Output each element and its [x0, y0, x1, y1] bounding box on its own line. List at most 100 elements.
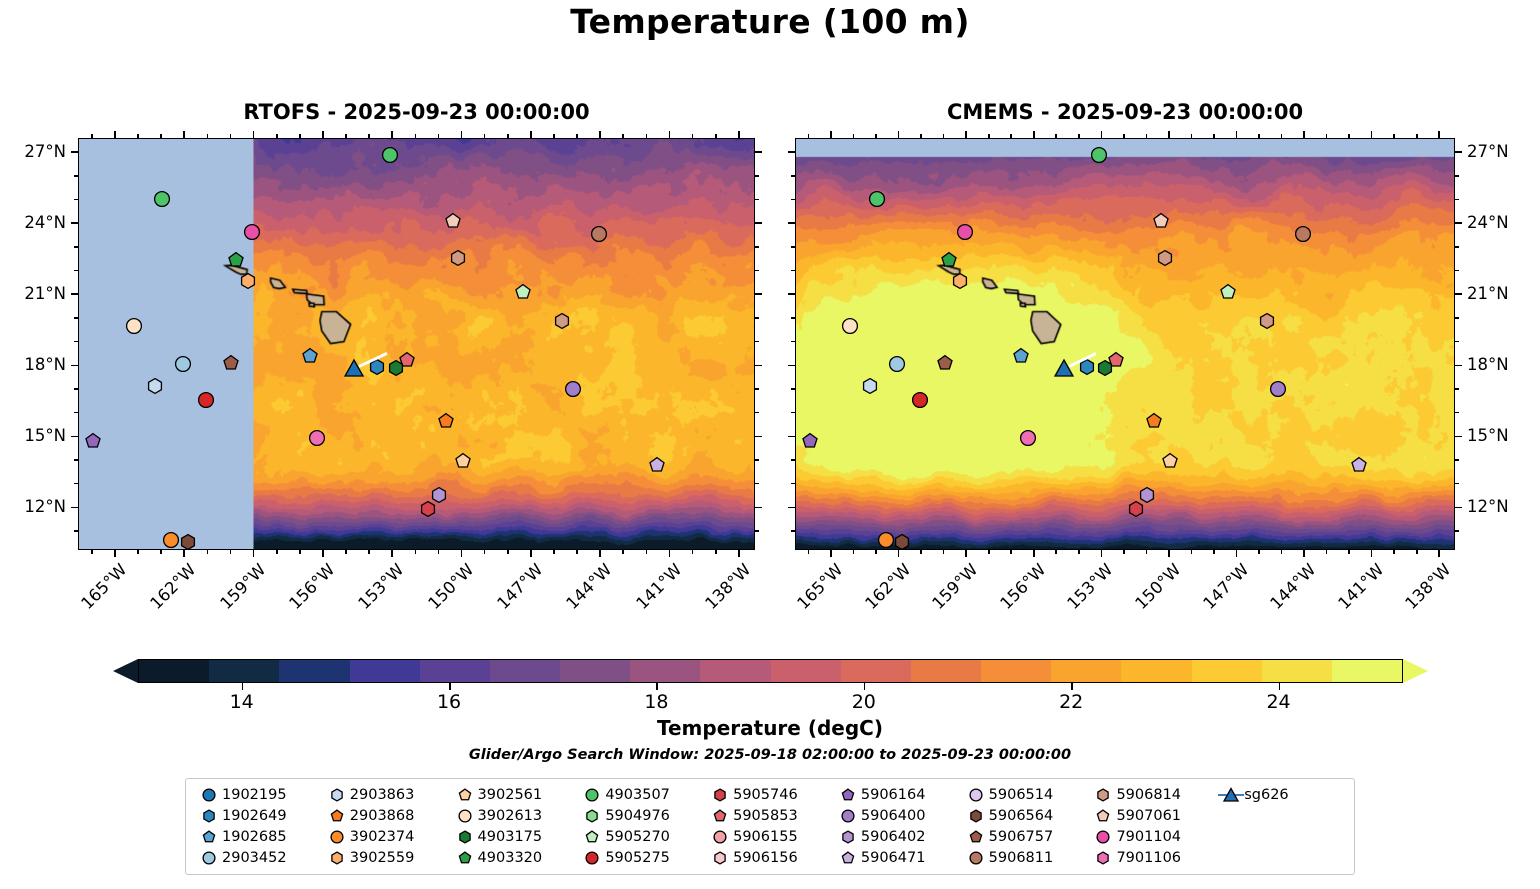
map-marker-5906402[interactable] [431, 486, 448, 507]
map-marker-5906814b[interactable] [553, 312, 570, 333]
map-marker-3902613[interactable] [126, 318, 143, 339]
map-marker-3902613[interactable] [841, 318, 859, 339]
legend-item-7901104[interactable]: 7901104 [1090, 827, 1218, 846]
map-marker-5906400[interactable] [1269, 381, 1287, 402]
legend-item-5907061[interactable]: 5907061 [1090, 806, 1218, 825]
map-marker-2903452[interactable] [889, 356, 906, 377]
legend-item-1902649[interactable]: 1902649 [196, 806, 324, 825]
legend-item-4903175[interactable]: 4903175 [452, 827, 580, 846]
map-marker-4903320[interactable] [941, 251, 958, 273]
map-marker-5907061[interactable] [445, 212, 462, 234]
map-marker-4903175[interactable] [1096, 359, 1113, 380]
map-marker-5907061[interactable] [1152, 212, 1169, 234]
legend-item-4903320[interactable]: 4903320 [452, 848, 580, 867]
map-marker-4903507b[interactable] [869, 190, 886, 211]
legend-item-5905853[interactable]: 5905853 [707, 806, 835, 825]
map-marker-3902374[interactable] [878, 531, 895, 549]
map-marker-1902685[interactable] [1013, 347, 1030, 369]
map-marker-5905275[interactable] [911, 391, 928, 412]
map-marker-5905853[interactable] [399, 351, 416, 372]
map-marker-5905275[interactable] [198, 391, 215, 412]
map-marker-3902559[interactable] [239, 273, 256, 294]
legend-item-5906400[interactable]: 5906400 [835, 806, 963, 825]
map-marker-7901106[interactable] [308, 429, 326, 450]
map-marker-5905270[interactable] [1220, 283, 1237, 305]
map-marker-3902559[interactable] [952, 273, 969, 294]
map-marker-5906814[interactable] [449, 249, 466, 270]
map-marker-7901106[interactable] [1019, 429, 1037, 450]
legend-item-sg626[interactable]: sg626 [1218, 785, 1346, 804]
legend-item-3902561[interactable]: 3902561 [452, 785, 580, 804]
legend-item-5906402[interactable]: 5906402 [835, 827, 963, 846]
colorbar[interactable] [113, 659, 1428, 683]
legend-item-1902685[interactable]: 1902685 [196, 827, 324, 846]
legend-item-3902374[interactable]: 3902374 [324, 827, 452, 846]
legend-item-5906514[interactable]: 5906514 [963, 785, 1091, 804]
map-marker-5906757[interactable] [936, 354, 953, 376]
map-marker-2903863[interactable] [147, 377, 164, 398]
map-marker-4903507[interactable] [1090, 146, 1108, 167]
map-marker-4903175[interactable] [387, 359, 404, 380]
map-marker-sg626[interactable] [343, 358, 365, 381]
map-marker-5906402[interactable] [1139, 486, 1156, 507]
map-marker-7901104[interactable] [956, 223, 973, 244]
map-marker-sg626[interactable] [1053, 358, 1075, 381]
map-marker-3902374[interactable] [163, 531, 180, 549]
map-marker-4903507b[interactable] [154, 190, 171, 211]
map-marker-5906400[interactable] [565, 381, 582, 402]
legend[interactable]: 1902195 1902649 1902685 2903452 2903863 29038… [185, 778, 1355, 875]
legend-label: 5906155 [733, 828, 798, 845]
map-marker-5905746[interactable] [419, 500, 436, 521]
map-marker-5906814[interactable] [1157, 249, 1174, 270]
map-marker-2903868[interactable] [438, 412, 455, 434]
y-tick-major-right [755, 435, 762, 438]
map-marker-5907061b[interactable] [454, 453, 471, 474]
map-marker-7901104[interactable] [244, 223, 261, 244]
legend-item-5906155[interactable]: 5906155 [707, 827, 835, 846]
legend-item-1902195[interactable]: 1902195 [196, 785, 324, 804]
legend-item-5906564[interactable]: 5906564 [963, 806, 1091, 825]
map-marker-5906471[interactable] [648, 456, 665, 477]
y-tick-major-right [1455, 506, 1462, 509]
map-marker-5906164[interactable] [801, 433, 818, 454]
map-marker-2903863[interactable] [862, 377, 879, 398]
legend-item-2903868[interactable]: 2903868 [324, 806, 452, 825]
map-marker-1902685[interactable] [302, 347, 319, 369]
map-marker-5907061b[interactable] [1161, 453, 1178, 474]
map-panel-rtofs[interactable] [78, 138, 755, 550]
legend-item-5906471[interactable]: 5906471 [835, 848, 963, 867]
legend-item-3902613[interactable]: 3902613 [452, 806, 580, 825]
map-marker-5905853[interactable] [1107, 351, 1124, 372]
map-marker-1902649[interactable] [369, 358, 386, 379]
legend-item-5906757[interactable]: 5906757 [963, 827, 1091, 846]
legend-item-2903863[interactable]: 2903863 [324, 785, 452, 804]
map-marker-1902649[interactable] [1078, 358, 1095, 379]
legend-item-5906814[interactable]: 5906814 [1090, 785, 1218, 804]
map-marker-5906814b[interactable] [1258, 312, 1275, 333]
map-marker-5906164[interactable] [84, 433, 101, 454]
map-marker-2903452[interactable] [174, 356, 192, 377]
legend-item-5906164[interactable]: 5906164 [835, 785, 963, 804]
legend-item-5905270[interactable]: 5905270 [579, 827, 707, 846]
legend-item-3902559[interactable]: 3902559 [324, 848, 452, 867]
map-marker-5906471[interactable] [1351, 456, 1368, 477]
map-marker-5906564[interactable] [893, 533, 910, 549]
legend-item-5906156[interactable]: 5906156 [707, 848, 835, 867]
map-marker-2903868[interactable] [1146, 412, 1163, 434]
map-panel-cmems[interactable] [795, 138, 1455, 550]
legend-item-4903507[interactable]: 4903507 [579, 785, 707, 804]
legend-item-5905746[interactable]: 5905746 [707, 785, 835, 804]
legend-item-7901106[interactable]: 7901106 [1090, 848, 1218, 867]
legend-item-5906811[interactable]: 5906811 [963, 848, 1091, 867]
map-marker-5905746[interactable] [1128, 500, 1145, 521]
legend-item-5905275[interactable]: 5905275 [579, 848, 707, 867]
map-marker-5906564[interactable] [179, 533, 196, 549]
legend-item-5904976[interactable]: 5904976 [579, 806, 707, 825]
map-marker-5906757[interactable] [223, 354, 240, 376]
map-marker-5906811[interactable] [1294, 226, 1311, 247]
legend-item-2903452[interactable]: 2903452 [196, 848, 324, 867]
map-marker-4903320[interactable] [228, 251, 245, 273]
map-marker-5906811[interactable] [590, 226, 607, 247]
map-marker-5905270[interactable] [514, 283, 531, 305]
map-marker-4903507[interactable] [381, 146, 398, 167]
